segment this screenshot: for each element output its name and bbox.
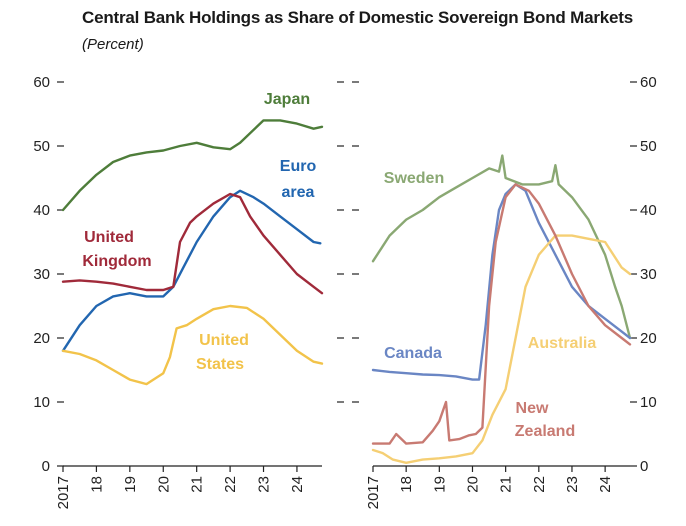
right-y-tick-label: 40	[640, 202, 657, 219]
series-label-sweden: Sweden	[384, 170, 444, 187]
left-y-tick-label: 50	[33, 138, 50, 155]
right-x-tick-label: 21	[498, 476, 515, 493]
left-x-tick-label: 20	[155, 476, 172, 493]
series-line-japan	[61, 119, 324, 212]
right-x-tick-label: 24	[597, 476, 614, 493]
series-label-new-zealand: New	[516, 400, 549, 417]
right-panel: 0 10 20 30 40 50 60 2017 18 19 20 21 22 23 24 Sweden Can…	[337, 74, 657, 509]
right-y-tick-label: 60	[640, 74, 657, 91]
series-label-japan: Japan	[264, 91, 310, 108]
right-y-tick-label: 20	[640, 330, 657, 347]
right-x-tick-label: 20	[464, 476, 481, 493]
series-label-australia: Australia	[528, 335, 597, 352]
series-label-united-kingdom: Kingdom	[82, 253, 151, 270]
series-line-canada	[371, 183, 632, 381]
series-line-united-states	[61, 304, 324, 386]
series-label-euro-area: area	[282, 184, 315, 201]
left-x-tick-label: 18	[88, 476, 105, 493]
right-x-tick-label: 18	[398, 476, 415, 493]
series-line-euro-area	[61, 189, 322, 352]
right-x-tick-label: 22	[531, 476, 548, 493]
series-label-united-states: States	[196, 356, 244, 373]
left-x-tick-label: 21	[189, 476, 206, 493]
series-label-canada: Canada	[384, 345, 442, 362]
left-x-tick-label: 24	[289, 476, 306, 493]
series-label-united-kingdom: United	[84, 229, 134, 246]
left-x-tick-label: 2017	[55, 476, 72, 509]
left-x-tick-label: 19	[122, 476, 139, 493]
left-y-tick-label: 40	[33, 202, 50, 219]
left-panel: 0 10 20 30 40 50 60 2017 18 19 20 21 22 23 24 Japan Euro…	[33, 74, 359, 509]
right-x-tick-label: 23	[564, 476, 581, 493]
left-x-tick-label: 22	[222, 476, 239, 493]
series-line-new-zealand	[371, 183, 632, 445]
left-y-tick-label: 20	[33, 330, 50, 347]
right-y-tick-label: 30	[640, 266, 657, 283]
left-y-tick-label: 30	[33, 266, 50, 283]
right-y-tick-label: 50	[640, 138, 657, 155]
series-line-united-kingdom	[61, 192, 324, 295]
chart-subtitle: (Percent)	[82, 36, 144, 53]
right-x-tick-label: 2017	[365, 476, 382, 509]
left-y-tick-label: 10	[33, 394, 50, 411]
right-x-tick-label: 19	[431, 476, 448, 493]
right-y-tick-label: 10	[640, 394, 657, 411]
left-x-tick-label: 23	[256, 476, 273, 493]
left-y-tick-label: 0	[42, 458, 50, 475]
series-line-australia	[371, 234, 632, 464]
series-label-new-zealand: Zealand	[515, 423, 575, 440]
left-y-tick-label: 60	[33, 74, 50, 91]
right-y-tick-label: 0	[640, 458, 648, 475]
series-label-united-states: United	[199, 332, 249, 349]
series-line-sweden	[371, 154, 632, 340]
series-label-euro-area: Euro	[280, 158, 317, 175]
chart-title: Central Bank Holdings as Share of Domest…	[82, 8, 633, 27]
